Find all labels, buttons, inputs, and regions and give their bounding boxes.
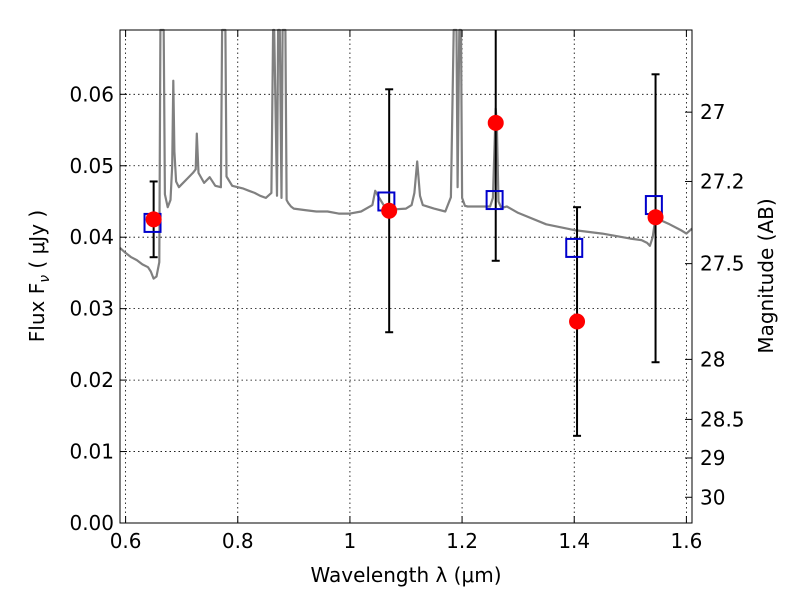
x-tick-labels: 0.6 0.8 1 1.2 1.4 1.6: [110, 529, 703, 553]
y-axis-label: Flux Fν ( μJy ): [25, 210, 53, 342]
observed-flux-point: [487, 114, 504, 131]
y2-tick-label: 27.5: [700, 252, 745, 276]
y-tick-label: 0.00: [69, 511, 114, 535]
y-axis-label-main: Flux F: [25, 283, 49, 342]
x-axis-label: Wavelength λ (μm): [310, 563, 501, 587]
y-tick-label: 0.03: [69, 297, 114, 321]
y-tick-label: 0.04: [69, 225, 114, 249]
grid-layer: [120, 30, 692, 524]
x-tick-label: 1: [344, 529, 357, 553]
plot-frame: [119, 29, 693, 524]
observed-flux-point: [381, 202, 398, 219]
y2-tick-label: 29: [700, 446, 725, 470]
y2-tick-label: 28.5: [700, 407, 745, 431]
model-photometry-point: [485, 190, 504, 211]
observed-flux-point: [647, 209, 664, 226]
y-tick-label: 0.02: [69, 368, 114, 392]
y-axis-label-subscript: ν: [37, 275, 53, 283]
x-tick-label: 1.6: [670, 529, 702, 553]
y2-tick-label: 27: [700, 100, 725, 124]
y2-tick-label: 30: [700, 485, 725, 509]
y-tick-labels: 0.00 0.01 0.02 0.03 0.04 0.05 0.06: [69, 82, 114, 535]
y-tick-label: 0.01: [69, 440, 114, 464]
x-tick-label: 0.8: [222, 529, 254, 553]
y-tick-label: 0.06: [69, 82, 114, 106]
observed-flux-point: [145, 211, 162, 228]
observed-flux-layer: [145, 114, 664, 330]
model-photometry-point: [565, 237, 584, 258]
ticks-layer: [120, 30, 692, 524]
y2-tick-label: 27.2: [700, 169, 745, 193]
model-spectrum-line: [119, 28, 693, 280]
y-axis-label-unit: ( μJy ): [25, 210, 49, 275]
spectrum-layer: [119, 28, 693, 280]
y2-tick-label: 28: [700, 347, 725, 371]
x-tick-label: 0.6: [110, 529, 142, 553]
observed-flux-point: [569, 313, 586, 330]
y2-tick-labels: 27 27.2 27.5 28 28.5 29 30: [700, 100, 745, 509]
x-tick-label: 1.2: [446, 529, 478, 553]
y-tick-label: 0.05: [69, 154, 114, 178]
model-photometry-layer: [143, 190, 663, 258]
y2-axis-label: Magnitude (AB): [754, 198, 778, 353]
x-tick-label: 1.4: [558, 529, 590, 553]
